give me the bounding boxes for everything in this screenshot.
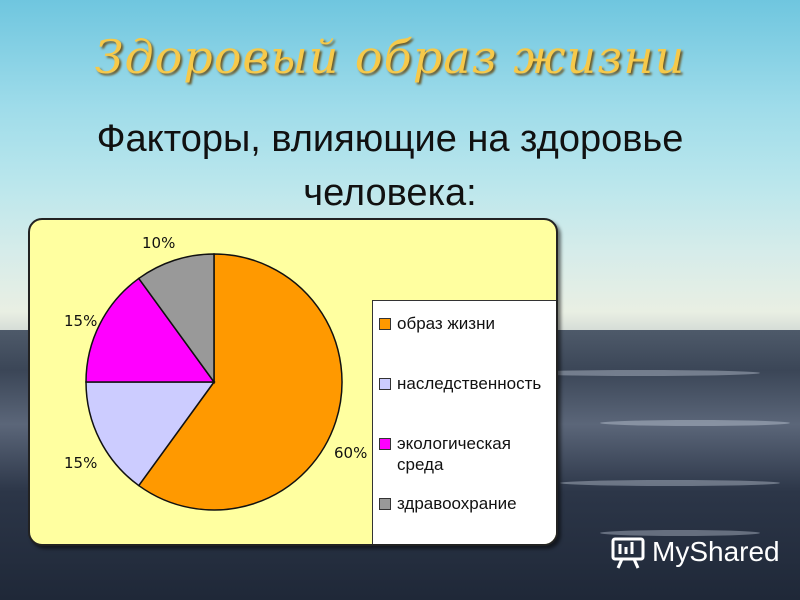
pie-data-label: 15%: [64, 312, 98, 330]
pie-data-label: 15%: [64, 454, 98, 472]
subtitle-line-2: человека:: [303, 172, 477, 214]
pie-slice: [137, 253, 343, 511]
pie-slice: [85, 277, 216, 383]
myshared-logo: MyShared: [610, 534, 780, 570]
legend-label-line: экологическая: [397, 434, 511, 453]
pie-data-label: 10%: [142, 234, 176, 252]
legend-label: образ жизни: [397, 314, 495, 333]
legend-label: наследственность: [397, 374, 542, 393]
brand-name: MyShared: [652, 536, 780, 567]
pie-data-label: 60%: [334, 444, 368, 462]
presentation-board-icon: [611, 537, 645, 569]
pie-chart-svg: [85, 253, 343, 511]
legend-swatch: [379, 498, 391, 510]
legend-label: здравоохрание: [397, 494, 517, 513]
pie-chart: 60% 15% 15% 10% образ жизни наследственност…: [28, 218, 558, 546]
legend-label: экологическая среда: [397, 433, 556, 475]
slide-subtitle: Факторы, влияющие на здоровье человека:: [20, 112, 760, 220]
legend-item: наследственность: [379, 373, 556, 394]
legend-item: экологическая среда: [379, 433, 556, 475]
legend-swatch: [379, 438, 391, 450]
legend-swatch: [379, 378, 391, 390]
legend-swatch: [379, 318, 391, 330]
pie-slice: [85, 381, 216, 487]
pie-slice: [137, 253, 215, 385]
legend-label-line: среда: [397, 455, 444, 474]
chart-legend: образ жизни наследственность экологическ…: [372, 300, 556, 544]
legend-item: образ жизни: [379, 313, 556, 334]
legend-item: здравоохрание: [379, 493, 556, 514]
subtitle-line-1: Факторы, влияющие на здоровье: [96, 118, 684, 160]
slide-title: Здоровый образ жизни: [94, 30, 686, 84]
